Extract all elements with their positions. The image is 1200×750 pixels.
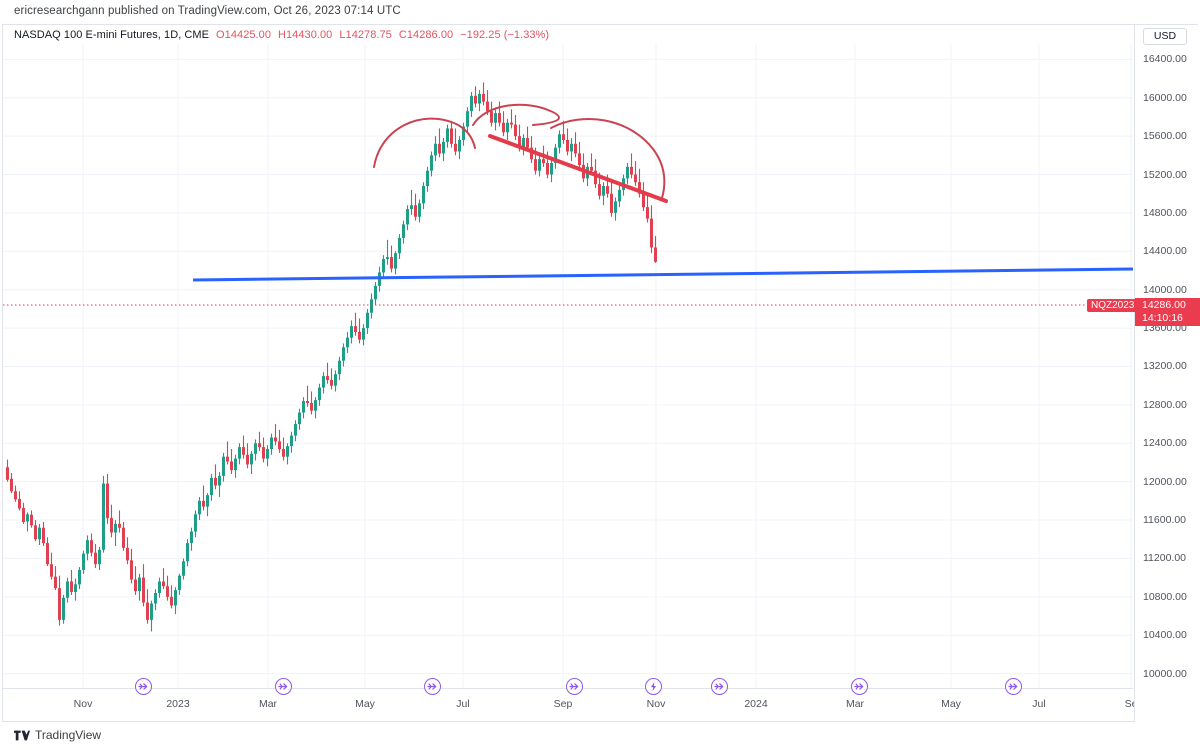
legend-open-label: O <box>216 29 225 41</box>
legend-open: O14425.00 <box>216 29 271 41</box>
time-event-marker[interactable] <box>850 678 868 695</box>
legend-symbol[interactable]: NASDAQ 100 E-mini Futures, 1D, CME <box>14 29 210 41</box>
time-event-marker[interactable] <box>423 678 441 695</box>
chart-plot-area[interactable] <box>3 44 1133 688</box>
time-tick-label: Jul <box>1032 698 1046 710</box>
legend-close-value: 14286.00 <box>406 29 454 41</box>
skip-arrow-icon <box>713 683 723 690</box>
time-tick-label: Nov <box>73 698 93 710</box>
legend-close-label: C <box>398 29 407 41</box>
tradingview-logo-icon <box>14 730 30 740</box>
price-tick-label: 12800.00 <box>1143 398 1187 411</box>
time-tick-label: Sep <box>553 698 573 710</box>
chart-canvas <box>3 44 1133 688</box>
lightning-icon <box>650 681 656 692</box>
legend-open-value: 14425.00 <box>224 29 271 41</box>
support-line[interactable] <box>192 267 1133 282</box>
price-tick-label: 15600.00 <box>1143 130 1187 143</box>
symbol-price-pill: NQZ2023 <box>1087 299 1139 312</box>
price-tick-label: 11200.00 <box>1143 552 1187 565</box>
price-tick-label: 14800.00 <box>1143 206 1187 219</box>
bar-countdown: 14:10:16 <box>1142 311 1183 324</box>
time-event-marker[interactable] <box>274 678 292 695</box>
legend-low-value: 14278.75 <box>345 29 392 41</box>
price-tick-label: 11600.00 <box>1143 514 1187 527</box>
price-tick-label: 10400.00 <box>1143 629 1187 642</box>
legend-high-value: 14430.00 <box>286 29 333 41</box>
skip-arrow-icon <box>277 683 287 690</box>
skip-arrow-icon <box>853 683 863 690</box>
price-tick-label: 14400.00 <box>1143 245 1187 258</box>
skip-arrow-icon <box>426 683 436 690</box>
price-tick-label: 10000.00 <box>1143 667 1187 680</box>
arc-left[interactable] <box>373 117 476 168</box>
legend-high: H14430.00 <box>278 29 332 41</box>
chart-drawings[interactable] <box>3 103 1133 306</box>
descending-resistance[interactable] <box>488 134 668 203</box>
time-tick-label: 2023 <box>166 698 190 710</box>
legend-change: −192.25 (−1.33%) <box>460 29 550 41</box>
skip-arrow-icon <box>568 683 578 690</box>
skip-arrow-icon <box>1007 683 1017 690</box>
candlestick-series <box>6 82 657 632</box>
time-tick-label: Nov <box>646 698 666 710</box>
footer-brand[interactable]: TradingView <box>14 728 101 742</box>
arc-middle[interactable] <box>472 103 560 126</box>
time-tick-label: Jul <box>456 698 470 710</box>
price-tick-label: 12400.00 <box>1143 437 1187 450</box>
price-tick-label: 15200.00 <box>1143 168 1187 181</box>
skip-arrow-icon <box>137 683 147 690</box>
time-tick-label: May <box>355 698 375 710</box>
currency-badge[interactable]: USD <box>1143 28 1187 45</box>
time-axis[interactable]: Nov 2023 Mar May Jul Sep Nov 2024 Mar May Jul Se <box>3 678 1137 722</box>
price-tick-label: 10800.00 <box>1143 590 1187 603</box>
tradingview-label: TradingView <box>35 728 102 742</box>
time-event-marker[interactable] <box>1004 678 1022 695</box>
time-tick-label: Mar <box>258 698 278 710</box>
time-event-marker[interactable] <box>565 678 583 695</box>
time-event-marker[interactable] <box>710 678 728 695</box>
current-price-tag: 14286.00 14:10:16 <box>1135 298 1200 326</box>
time-event-marker[interactable] <box>644 678 662 695</box>
legend-high-label: H <box>278 29 286 41</box>
price-tick-label: 16000.00 <box>1143 91 1187 104</box>
legend-low: L14278.75 <box>339 29 392 41</box>
price-axis[interactable]: USD 14286.00 14:10:16 16400.00 16000.00 15… <box>1134 25 1200 722</box>
price-tick-label: 12000.00 <box>1143 475 1187 488</box>
legend-close: C14286.00 <box>399 29 453 41</box>
chart-legend: NASDAQ 100 E-mini Futures, 1D, CME O14425… <box>14 29 549 41</box>
publish-byline: ericresearchgann published on TradingVie… <box>14 5 401 17</box>
legend-low-label: L <box>339 29 346 41</box>
time-event-marker[interactable] <box>134 678 152 695</box>
time-tick-label: May <box>941 698 961 710</box>
price-tick-label: 14000.00 <box>1143 283 1187 296</box>
time-tick-label: 2024 <box>744 698 768 710</box>
price-tick-label: 16400.00 <box>1143 53 1187 66</box>
current-price-value: 14286.00 <box>1142 299 1186 311</box>
arc-right[interactable] <box>550 118 666 199</box>
price-tick-label: 13200.00 <box>1143 360 1187 373</box>
time-tick-label: Mar <box>845 698 865 710</box>
